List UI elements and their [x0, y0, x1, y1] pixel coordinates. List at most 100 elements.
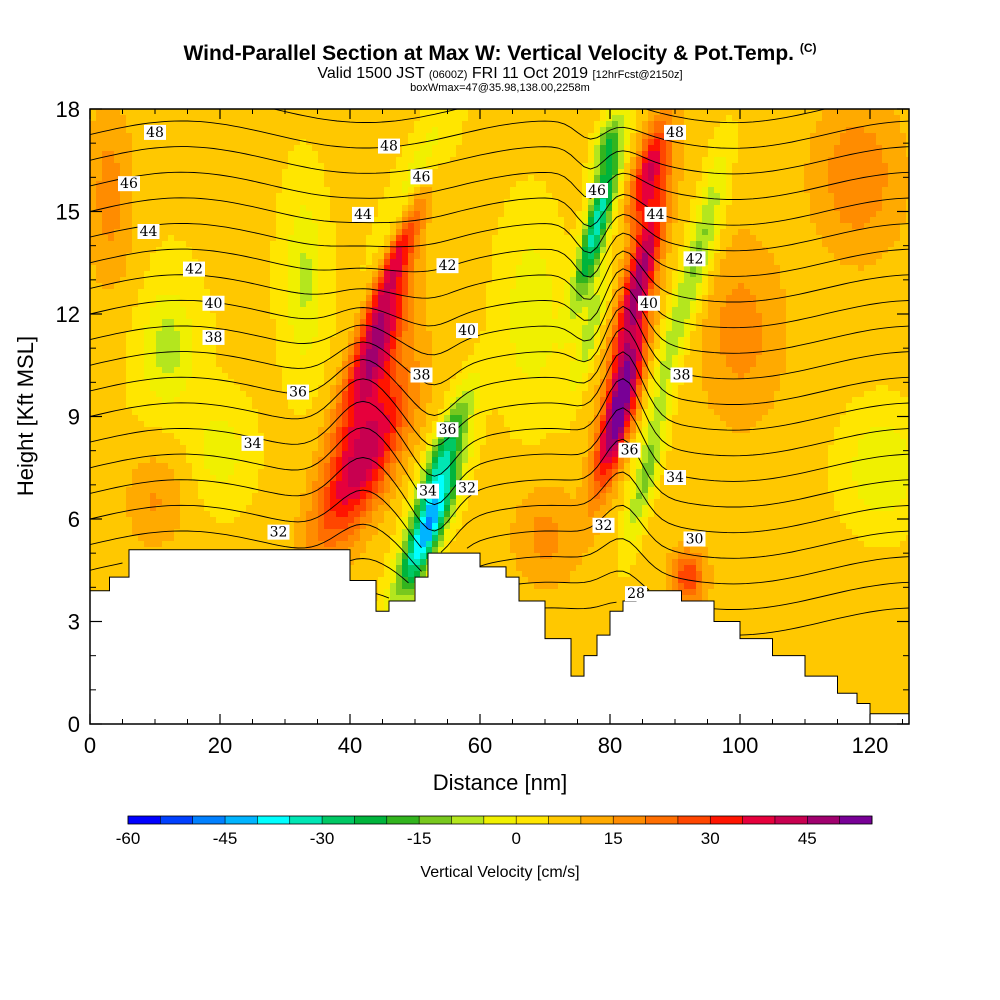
w-cell	[774, 235, 781, 242]
w-cell	[666, 319, 673, 326]
w-cell	[414, 115, 421, 122]
w-cell	[378, 259, 385, 266]
w-cell	[900, 247, 907, 254]
w-cell	[702, 121, 709, 128]
w-cell	[726, 181, 733, 188]
w-cell	[660, 247, 667, 254]
w-cell	[552, 259, 559, 266]
w-cell	[582, 169, 589, 176]
w-cell	[324, 151, 331, 158]
w-cell	[276, 283, 283, 290]
w-cell	[258, 133, 265, 140]
w-cell	[216, 175, 223, 182]
w-cell	[282, 283, 289, 290]
w-cell	[684, 319, 691, 326]
w-cell	[630, 193, 637, 200]
w-cell	[660, 271, 667, 278]
w-cell	[792, 169, 799, 176]
w-cell	[378, 211, 385, 218]
w-cell	[270, 133, 277, 140]
w-cell	[168, 145, 175, 152]
w-cell	[216, 235, 223, 242]
w-cell	[366, 319, 373, 326]
w-cell	[570, 187, 577, 194]
w-cell	[762, 265, 769, 272]
w-cell	[102, 175, 109, 182]
w-cell	[678, 229, 685, 236]
w-cell	[132, 133, 139, 140]
w-cell	[660, 115, 667, 122]
w-cell	[744, 289, 751, 296]
w-cell	[792, 235, 799, 242]
w-cell	[588, 271, 595, 278]
w-cell	[174, 235, 181, 242]
w-cell	[600, 223, 607, 230]
w-cell	[468, 121, 475, 128]
w-cell	[282, 307, 289, 314]
w-cell	[690, 295, 697, 302]
w-cell	[186, 301, 193, 308]
w-cell	[894, 223, 901, 230]
w-cell	[720, 121, 727, 128]
w-cell	[750, 121, 757, 128]
w-cell	[522, 139, 529, 146]
w-cell	[402, 259, 409, 266]
w-cell	[408, 271, 415, 278]
w-cell	[834, 145, 841, 152]
w-cell	[168, 295, 175, 302]
w-cell	[246, 133, 253, 140]
w-cell	[468, 169, 475, 176]
w-cell	[714, 211, 721, 218]
w-cell	[462, 109, 469, 116]
w-cell	[144, 253, 151, 260]
w-cell	[492, 127, 499, 134]
w-cell	[438, 277, 445, 284]
w-cell	[120, 127, 127, 134]
w-cell	[624, 139, 631, 146]
w-cell	[816, 151, 823, 158]
w-cell	[648, 319, 655, 326]
w-cell	[174, 181, 181, 188]
w-cell	[264, 235, 271, 242]
w-cell	[576, 205, 583, 212]
w-cell	[864, 157, 871, 164]
w-cell	[114, 193, 121, 200]
w-cell	[780, 175, 787, 182]
w-cell	[474, 109, 481, 116]
w-cell	[750, 283, 757, 290]
w-cell	[282, 325, 289, 332]
w-cell	[492, 235, 499, 242]
w-cell	[498, 109, 505, 116]
w-cell	[774, 187, 781, 194]
w-cell	[270, 217, 277, 224]
w-cell	[276, 169, 283, 176]
w-cell	[450, 211, 457, 218]
w-cell	[684, 133, 691, 140]
w-cell	[486, 241, 493, 248]
w-cell	[306, 121, 313, 128]
w-cell	[822, 229, 829, 236]
w-cell	[876, 205, 883, 212]
w-cell	[522, 121, 529, 128]
w-cell	[360, 127, 367, 134]
w-cell	[564, 133, 571, 140]
w-cell	[636, 247, 643, 254]
w-cell	[702, 313, 709, 320]
w-cell	[606, 265, 613, 272]
w-cell	[666, 109, 673, 116]
w-cell	[534, 157, 541, 164]
w-cell	[666, 301, 673, 308]
w-cell	[510, 259, 517, 266]
w-cell	[402, 211, 409, 218]
w-cell	[732, 277, 739, 284]
w-cell	[624, 283, 631, 290]
w-cell	[114, 217, 121, 224]
w-cell	[630, 241, 637, 248]
w-cell	[786, 205, 793, 212]
w-cell	[300, 307, 307, 314]
w-cell	[336, 229, 343, 236]
w-cell	[426, 139, 433, 146]
w-cell	[888, 121, 895, 128]
w-cell	[636, 169, 643, 176]
w-cell	[528, 199, 535, 206]
